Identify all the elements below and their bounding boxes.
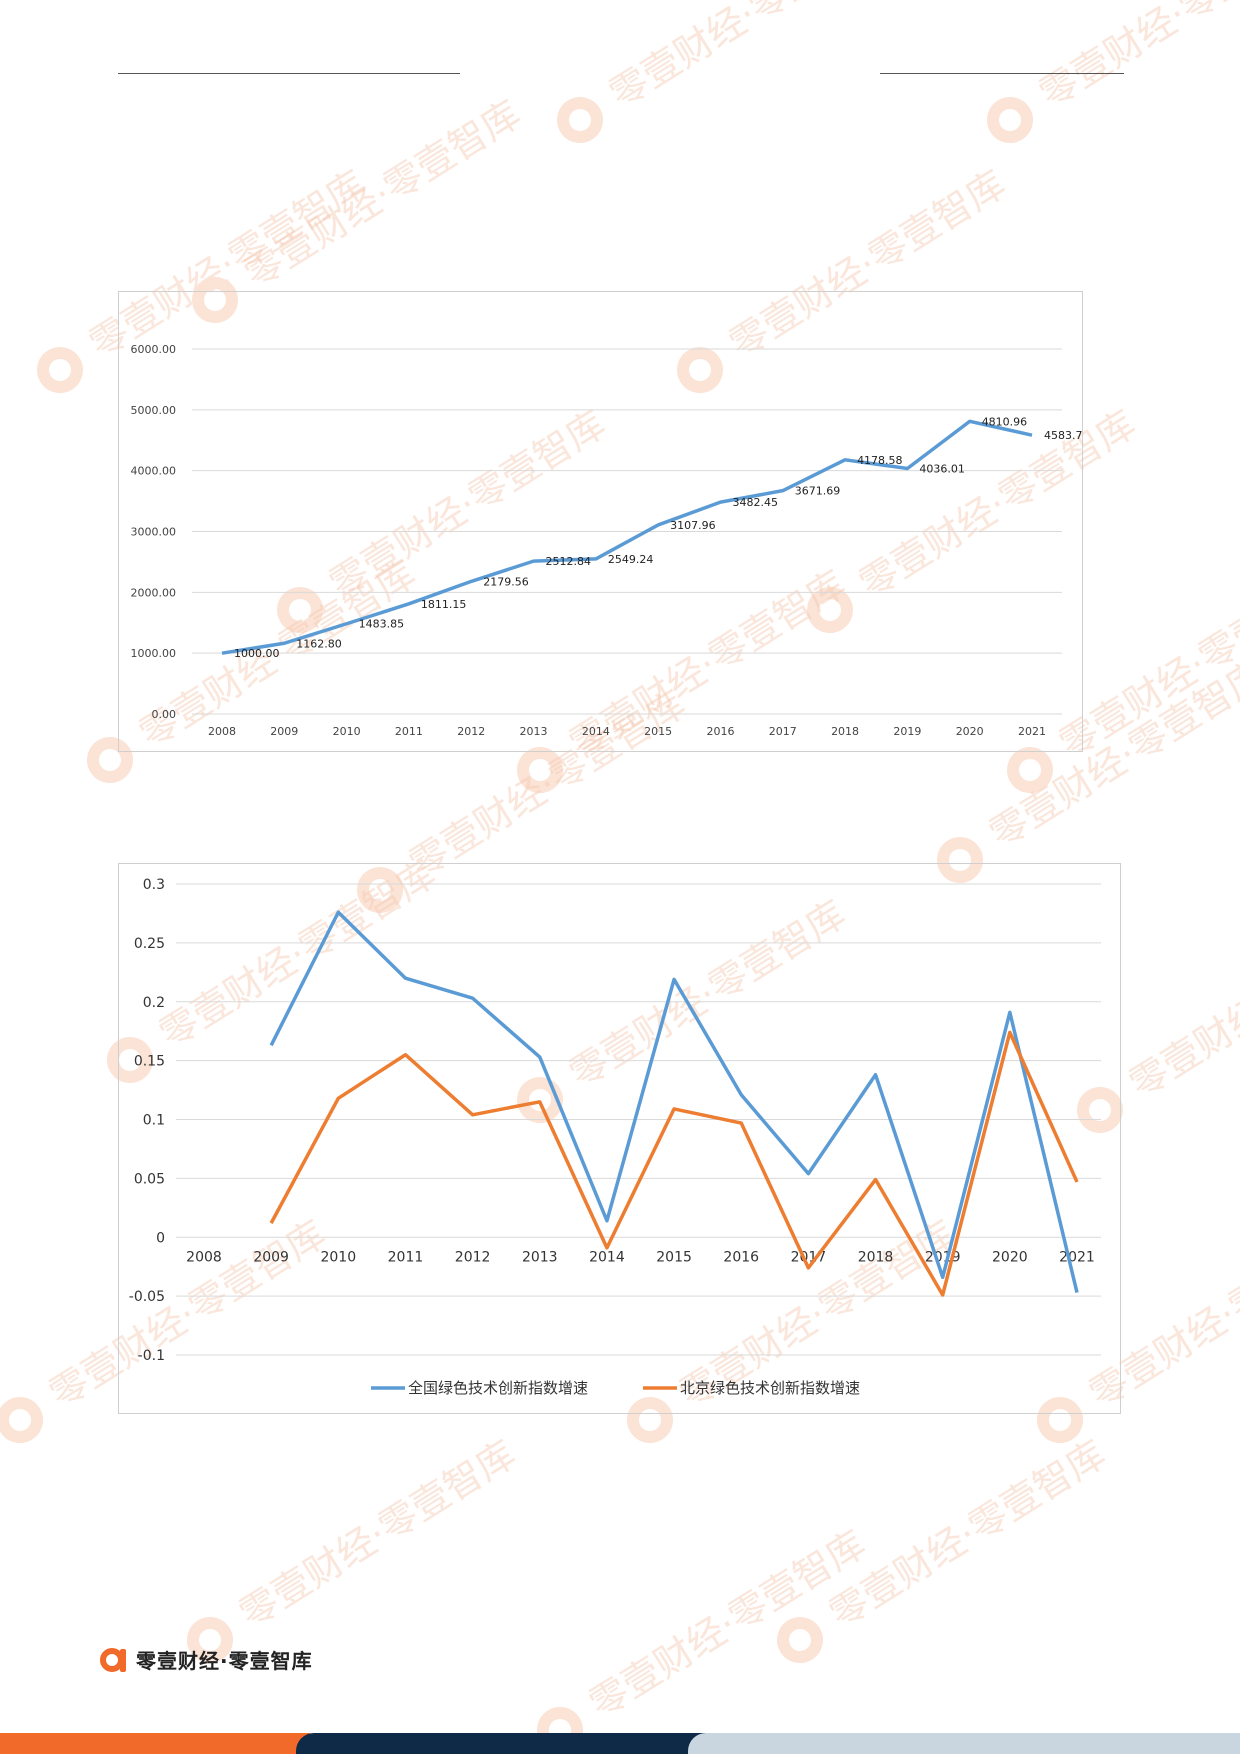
x-tick-label: 2016 (706, 725, 734, 738)
watermark: 零壹财经·零壹智库 (537, 1522, 873, 1753)
data-label: 1483.85 (359, 618, 405, 631)
watermark-text: 零壹财经·零壹智库 (582, 1522, 873, 1727)
x-tick-label: 2015 (656, 1249, 692, 1265)
x-tick-label: 2011 (388, 1249, 424, 1265)
legend-label: 全国绿色技术创新指数增速 (408, 1379, 588, 1397)
y-tick-label: 0.3 (143, 877, 165, 893)
data-label: 1811.15 (421, 598, 467, 611)
x-tick-label: 2019 (893, 725, 921, 738)
x-tick-label: 2013 (520, 725, 548, 738)
watermark-logo-icon (557, 97, 603, 143)
watermark: 零壹财经·零壹智库 (557, 0, 893, 143)
data-label: 2512.84 (546, 555, 592, 568)
y-tick-label: 0.25 (134, 936, 165, 952)
data-label: 4810.96 (982, 415, 1028, 428)
y-tick-label: 1000.00 (131, 647, 177, 660)
y-tick-label: 6000.00 (131, 343, 177, 356)
watermark-text: 零壹财经·零壹智库 (822, 1432, 1113, 1637)
growth-rate-line-chart-svg: -0.1 -0.05 0 0.05 0.1 0.15 0.2 0.25 0.3 2008 2009 2… (129, 877, 1101, 1397)
x-tick-label: 2008 (208, 725, 236, 738)
x-tick-label: 2017 (769, 725, 797, 738)
x-tick-label: 2010 (333, 725, 361, 738)
footer-bar-light (688, 1733, 1240, 1754)
x-tick-label: 2018 (831, 725, 859, 738)
x-tick-label: 2017 (791, 1249, 827, 1265)
y-tick-label: 0.00 (152, 708, 177, 721)
x-tick-label: 2016 (723, 1249, 759, 1265)
watermark-logo-icon (777, 1617, 823, 1663)
x-tick-label: 2021 (1059, 1249, 1095, 1265)
watermark-logo-icon (0, 1397, 43, 1443)
y-tick-label: 0.05 (134, 1171, 165, 1187)
watermark: 零壹财经·零壹智库 (777, 1432, 1113, 1663)
x-tick-label: 2008 (186, 1249, 222, 1265)
x-tick-label: 2012 (455, 1249, 491, 1265)
y-tick-label: -0.1 (138, 1348, 165, 1364)
y-tick-label: 0.1 (143, 1113, 165, 1129)
watermark-logo-icon (37, 347, 83, 393)
x-tick-label: 2011 (395, 725, 423, 738)
x-tick-label: 2012 (457, 725, 485, 738)
x-tick-label: 2009 (253, 1249, 289, 1265)
footer-logo: 零壹财经·零壹智库 (100, 1645, 313, 1674)
data-label: 2179.56 (483, 575, 529, 588)
legend: 全国绿色技术创新指数增速 北京绿色技术创新指数增速 (371, 1379, 860, 1397)
x-tick-label: 2015 (644, 725, 672, 738)
x-tick-label: 2009 (270, 725, 298, 738)
header-rule-left (118, 73, 460, 74)
growth-rate-line-chart: -0.1 -0.05 0 0.05 0.1 0.15 0.2 0.25 0.3 2008 2009 2… (118, 863, 1121, 1414)
x-tick-label: 2014 (589, 1249, 625, 1265)
y-tick-label: 0.2 (143, 995, 165, 1011)
index-line-chart: 0.00 1000.00 2000.00 3000.00 4000.00 5000.00 6… (118, 291, 1090, 752)
data-label: 3482.45 (732, 496, 778, 509)
watermark-text: 零壹财经·零壹智库 (1122, 902, 1240, 1107)
x-tick-label: 2018 (858, 1249, 894, 1265)
watermark-text: 零壹财经·零壹智库 (237, 92, 528, 297)
data-label: 2549.24 (608, 553, 654, 566)
x-tick-label: 2020 (956, 725, 984, 738)
data-label: 3107.96 (670, 519, 716, 532)
x-tick-label: 2010 (320, 1249, 356, 1265)
y-tick-label: -0.05 (129, 1289, 165, 1305)
series-line-index (221, 419, 1033, 655)
x-tick-label: 2013 (522, 1249, 558, 1265)
x-tick-label: 2014 (582, 725, 610, 738)
y-tick-label: 5000.00 (131, 404, 177, 417)
footer-bar-orange (0, 1733, 310, 1754)
footer-bar-navy (296, 1733, 706, 1754)
y-tick-label: 2000.00 (131, 586, 177, 599)
y-tick-label: 0.15 (134, 1054, 165, 1070)
data-label: 4178.58 (857, 454, 903, 467)
x-tick-label: 2020 (992, 1249, 1028, 1265)
legend-label: 北京绿色技术创新指数增速 (680, 1379, 860, 1397)
data-label: 4036.01 (919, 462, 965, 475)
watermark: 零壹财经·零壹智库 (187, 1432, 523, 1663)
watermark-logo-icon (987, 97, 1033, 143)
legend-item: 北京绿色技术创新指数增速 (643, 1379, 860, 1397)
brand-logo-icon (100, 1647, 126, 1672)
watermark-text: 零壹财经·零壹智库 (232, 1432, 523, 1637)
legend-item: 全国绿色技术创新指数增速 (371, 1379, 588, 1397)
watermark-text: 零壹财经·零壹智库 (602, 0, 893, 117)
watermark-text: 零壹财经·零壹智库 (1032, 0, 1240, 117)
data-label: 4583.78 (1044, 429, 1082, 442)
y-tick-label: 3000.00 (131, 526, 177, 539)
header-rule-right (880, 73, 1124, 74)
footer-brand-text: 零壹财经·零壹智库 (136, 1649, 313, 1673)
watermark-logo-icon (1007, 747, 1053, 793)
x-tick-label: 2021 (1018, 725, 1046, 738)
y-tick-label: 0 (156, 1230, 165, 1246)
watermark-logo-icon (517, 747, 563, 793)
y-tick-label: 4000.00 (131, 465, 177, 478)
data-label: 3671.69 (795, 485, 841, 498)
data-label: 1000.00 (234, 647, 280, 660)
data-label: 1162.80 (296, 637, 342, 650)
index-line-chart-svg: 0.00 1000.00 2000.00 3000.00 4000.00 5000.00 6… (131, 343, 1090, 738)
